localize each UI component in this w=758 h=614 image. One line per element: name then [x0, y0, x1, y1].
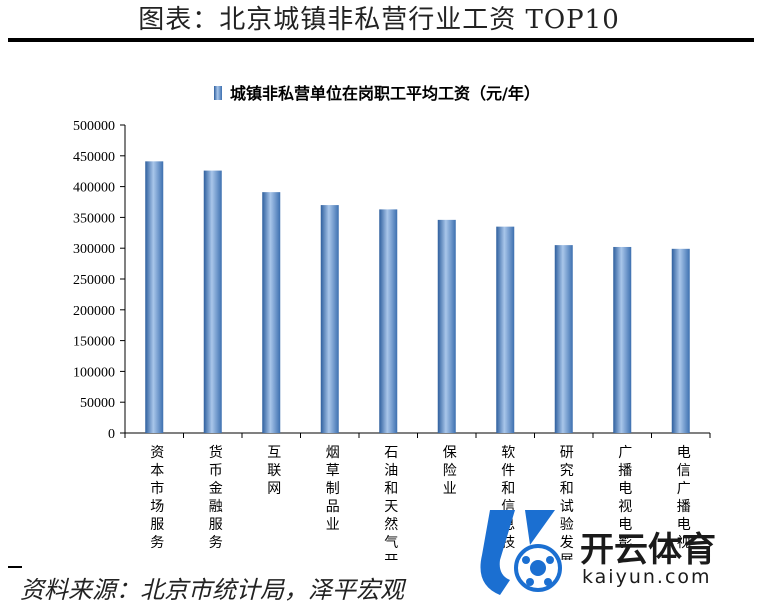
y-tick-label: 300000 — [73, 242, 115, 257]
y-tick-label: 200000 — [73, 304, 115, 319]
watermark-brand: 开云体育 — [580, 530, 716, 570]
page-title: 图表：北京城镇非私营行业工资 TOP10 — [138, 5, 620, 35]
x-tick-label: 石油和天然气开 — [384, 445, 398, 560]
y-tick-label: 450000 — [73, 150, 115, 165]
x-tick-label: 资本市场服务 — [150, 445, 164, 551]
source-divider — [8, 566, 22, 568]
x-tick-label: 互联网 — [267, 445, 281, 497]
legend-label: 城镇非私营单位在岗职工平均工资（元/年） — [230, 84, 540, 103]
source-note: 资料来源：北京市统计局，泽平宏观 — [20, 576, 404, 604]
x-tick-label: 电信广播电视 — [677, 445, 691, 551]
y-tick-label: 50000 — [80, 396, 115, 411]
watermark: 开云体育 kaiyun.com — [470, 500, 750, 600]
bar — [203, 170, 222, 434]
bar — [145, 161, 164, 433]
bar — [437, 219, 456, 433]
bar — [613, 246, 632, 433]
x-tick-label: 烟草制品业 — [326, 445, 340, 533]
x-tick-label: 保险业 — [443, 445, 457, 497]
y-tick-label: 0 — [108, 427, 115, 442]
bar — [671, 248, 690, 433]
watermark-url: kaiyun.com — [582, 566, 712, 588]
y-tick-label: 350000 — [73, 211, 115, 226]
y-tick-label: 150000 — [73, 335, 115, 350]
bar — [554, 245, 573, 433]
x-tick-label: 广播电视电影 — [618, 445, 632, 551]
x-tick-label: 货币金融服务 — [209, 444, 223, 551]
y-tick-label: 100000 — [73, 365, 115, 380]
y-tick-label: 250000 — [73, 273, 115, 288]
bar — [496, 226, 515, 433]
chart-legend: 城镇非私营单位在岗职工平均工资（元/年） — [214, 84, 540, 103]
bar — [379, 209, 398, 433]
bar — [320, 205, 339, 433]
title-divider — [8, 38, 754, 42]
bar-chart: 城镇非私营单位在岗职工平均工资（元/年） 0 50000 100000 150000 2… — [73, 84, 711, 560]
y-tick-label: 400000 — [73, 181, 115, 196]
legend-swatch — [214, 86, 222, 100]
watermark-logo-icon — [480, 510, 562, 595]
x-tick-label: 研究和试验发展 — [560, 445, 574, 560]
y-tick-label: 500000 — [73, 119, 115, 134]
bar — [262, 192, 281, 433]
